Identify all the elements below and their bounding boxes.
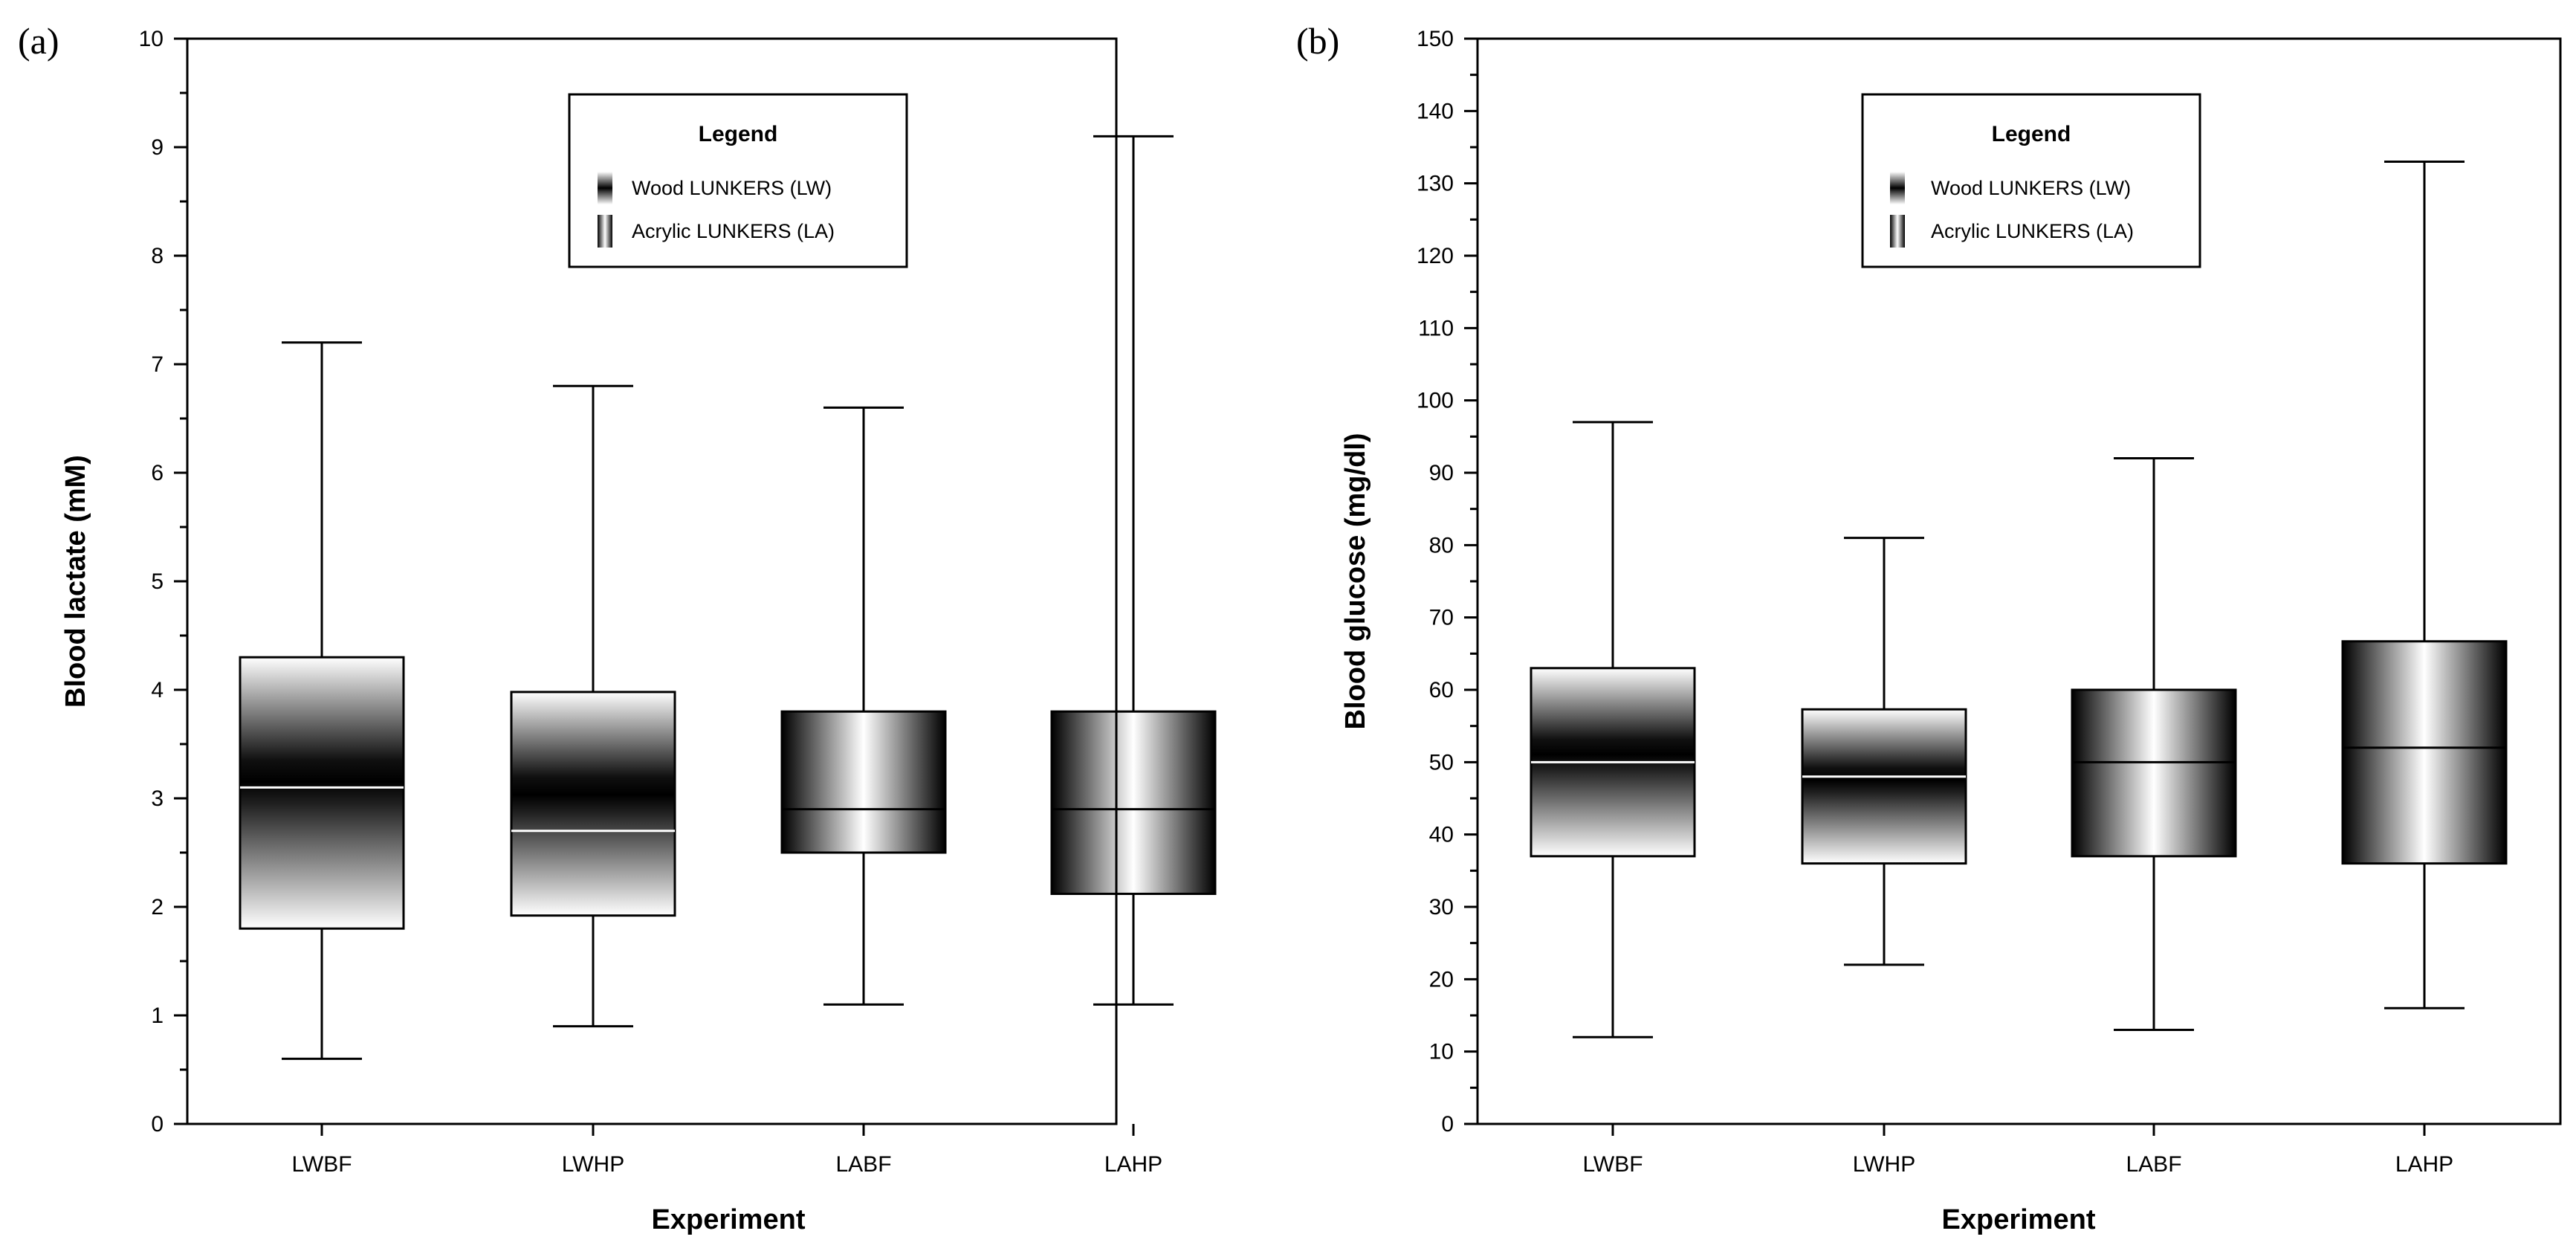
legend-label-wood: Wood LUNKERS (LW) — [632, 177, 832, 199]
y-tick-label: 1 — [151, 1003, 164, 1028]
y-tick-label: 9 — [151, 135, 164, 160]
x-tick-label: LWBF — [291, 1152, 352, 1177]
x-tick-label: LWHP — [1853, 1152, 1915, 1177]
box-lwbf — [1530, 421, 1696, 1038]
legend-swatch-acrylic — [1890, 215, 1905, 248]
y-tick-label: 150 — [1417, 27, 1454, 51]
x-tick-label: LAHP — [2395, 1152, 2453, 1177]
box-iqr — [1801, 708, 1967, 865]
box-iqr — [780, 710, 947, 854]
y-tick-label: 7 — [151, 352, 164, 377]
y-tick-label: 8 — [151, 244, 164, 268]
legend-box — [1861, 93, 2201, 268]
x-axis-tick-labels: LWBF LWHP LABF LAHP — [291, 1124, 1162, 1177]
y-tick-label: 30 — [1429, 895, 1454, 920]
legend-swatch-wood — [598, 172, 612, 204]
y-tick-label: 130 — [1417, 172, 1454, 196]
box-plots — [239, 135, 1217, 1060]
legend-swatch-acrylic — [598, 215, 612, 248]
y-tick-label: 60 — [1429, 678, 1454, 702]
box-iqr — [510, 691, 676, 917]
y-tick-label: 80 — [1429, 533, 1454, 557]
y-tick-label: 120 — [1417, 244, 1454, 268]
y-axis-ticks: 0 10 20 30 40 50 60 70 80 90 100 110 120 130 140 150 — [1417, 27, 1478, 1137]
y-tick-label: 0 — [1441, 1112, 1454, 1137]
legend-title: Legend — [1992, 122, 2071, 146]
box-lwbf — [239, 341, 405, 1060]
legend-label-wood: Wood LUNKERS (LW) — [1931, 177, 2131, 199]
x-axis-title: Experiment — [652, 1204, 806, 1235]
y-tick-label: 100 — [1417, 389, 1454, 413]
y-tick-label: 0 — [151, 1112, 164, 1137]
chart-panel-a: (a) 0 1 2 3 4 5 6 7 8 9 10 LWBF LWHP LABF LAHP Experi… — [18, 20, 1217, 1235]
panel-label-a: (a) — [18, 20, 59, 62]
x-axis-tick-labels: LWBF LWHP LABF LAHP — [1582, 1124, 2453, 1177]
y-tick-label: 20 — [1429, 967, 1454, 992]
legend: Legend Wood LUNKERS (LW) Acrylic LUNKERS… — [568, 93, 908, 268]
y-tick-label: 2 — [151, 895, 164, 920]
box-lwhp — [1801, 537, 1967, 966]
y-tick-label: 50 — [1429, 750, 1454, 775]
y-tick-label: 6 — [151, 461, 164, 485]
legend-title: Legend — [699, 122, 778, 146]
y-tick-label: 10 — [1429, 1040, 1454, 1064]
box-lahp — [2341, 160, 2508, 1009]
y-tick-label: 3 — [151, 786, 164, 811]
y-tick-label: 90 — [1429, 461, 1454, 485]
legend-box — [568, 93, 908, 268]
y-tick-label: 10 — [139, 27, 164, 51]
y-tick-label: 40 — [1429, 823, 1454, 847]
box-lahp — [1050, 135, 1217, 1006]
box-iqr — [2071, 688, 2237, 858]
plot-area-frame — [186, 37, 1118, 1125]
legend-label-acrylic: Acrylic LUNKERS (LA) — [632, 220, 835, 242]
legend-label-acrylic: Acrylic LUNKERS (LA) — [1931, 220, 2134, 242]
y-axis-title: Blood glucose (mg/dl) — [1340, 433, 1371, 730]
y-axis-title: Blood lactate (mM) — [60, 455, 91, 708]
chart-panel-b: (b) 0 10 20 30 40 50 60 70 80 90 100 110 120 130 140 15… — [1296, 20, 2562, 1235]
box-plots — [1530, 160, 2508, 1038]
x-tick-label: LAHP — [1104, 1152, 1162, 1177]
y-tick-label: 4 — [151, 678, 164, 702]
y-tick-label: 110 — [1418, 316, 1454, 340]
panel-label-b: (b) — [1296, 20, 1339, 62]
box-iqr — [2341, 640, 2508, 865]
y-tick-label: 70 — [1429, 606, 1454, 630]
box-lwhp — [510, 384, 676, 1028]
y-axis-ticks: 0 1 2 3 4 5 6 7 8 9 10 — [139, 27, 187, 1137]
x-tick-label: LWBF — [1582, 1152, 1643, 1177]
box-labf — [780, 406, 947, 1006]
x-tick-label: LABF — [835, 1152, 891, 1177]
y-tick-label: 5 — [151, 569, 164, 594]
x-axis-title: Experiment — [1942, 1204, 2096, 1235]
legend-swatch-wood — [1890, 172, 1905, 204]
plot-area-frame — [1476, 37, 2562, 1125]
x-tick-label: LWHP — [562, 1152, 624, 1177]
y-tick-label: 140 — [1417, 99, 1454, 123]
box-labf — [2071, 457, 2237, 1031]
legend: Legend Wood LUNKERS (LW) Acrylic LUNKERS… — [1861, 93, 2201, 268]
x-tick-label: LABF — [2126, 1152, 2181, 1177]
box-iqr — [239, 656, 405, 930]
box-iqr — [1050, 710, 1217, 895]
